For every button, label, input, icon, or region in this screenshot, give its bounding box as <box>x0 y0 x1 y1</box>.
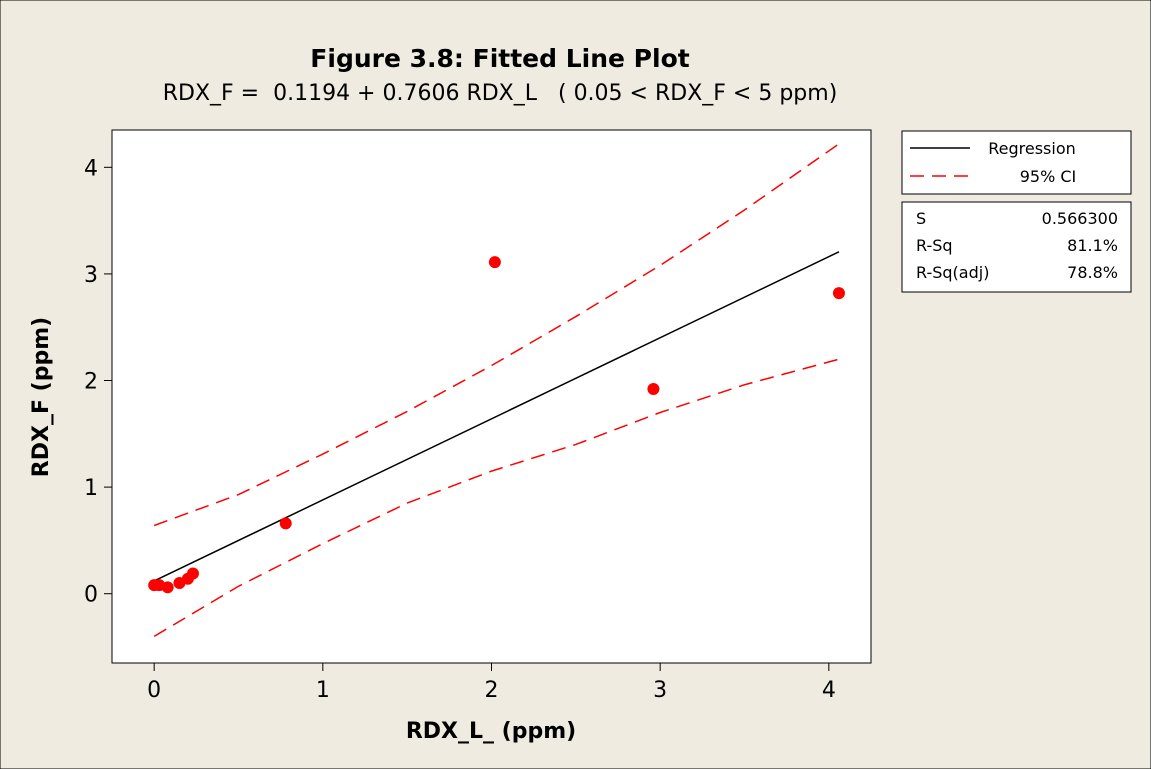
plot-content <box>148 143 845 637</box>
x-axis-label: RDX_L_ (ppm) <box>406 719 576 744</box>
x-tick-label: 1 <box>316 678 330 703</box>
data-point <box>186 567 199 580</box>
chart-title: Figure 3.8: Fitted Line Plot <box>310 44 689 73</box>
stats-rsq-adj-value: 78.8% <box>1067 263 1118 282</box>
regression-line <box>153 251 840 582</box>
data-point <box>279 517 292 530</box>
plot-area <box>111 129 872 664</box>
data-point <box>488 256 501 269</box>
x-tick-label: 4 <box>822 678 836 703</box>
chart-subtitle: RDX_F = 0.1194 + 0.7606 RDX_L ( 0.05 < R… <box>163 81 838 106</box>
legend-box: Regression 95% CI <box>901 130 1132 195</box>
stats-frame <box>901 201 1132 293</box>
stats-rsq-label: R-Sq <box>916 236 953 255</box>
x-tick-label: 3 <box>653 678 667 703</box>
ci-upper-line <box>153 143 840 527</box>
x-tick-label: 2 <box>485 678 499 703</box>
legend-frame <box>901 130 1132 195</box>
y-axis-label: RDX_F (ppm) <box>29 317 54 477</box>
x-tick-label: 0 <box>147 678 161 703</box>
stats-box: S 0.566300 R-Sq 81.1% R-Sq(adj) 78.8% <box>901 201 1132 293</box>
stats-s-value: 0.566300 <box>1042 209 1118 228</box>
y-tick-label: 4 <box>84 156 98 181</box>
data-point <box>832 287 845 300</box>
y-tick-label: 1 <box>84 476 98 501</box>
y-tick-label: 2 <box>84 370 98 395</box>
data-point <box>647 383 660 396</box>
stats-s-label: S <box>916 209 926 228</box>
stats-rsq-value: 81.1% <box>1067 236 1118 255</box>
y-tick-label: 0 <box>84 583 98 608</box>
legend-regression-label: Regression <box>988 139 1076 158</box>
legend-ci-label: 95% CI <box>1020 167 1077 186</box>
y-tick-label: 3 <box>84 263 98 288</box>
data-point <box>161 581 174 594</box>
stats-rsq-adj-label: R-Sq(adj) <box>916 263 989 282</box>
ci-lower-line <box>153 358 840 637</box>
